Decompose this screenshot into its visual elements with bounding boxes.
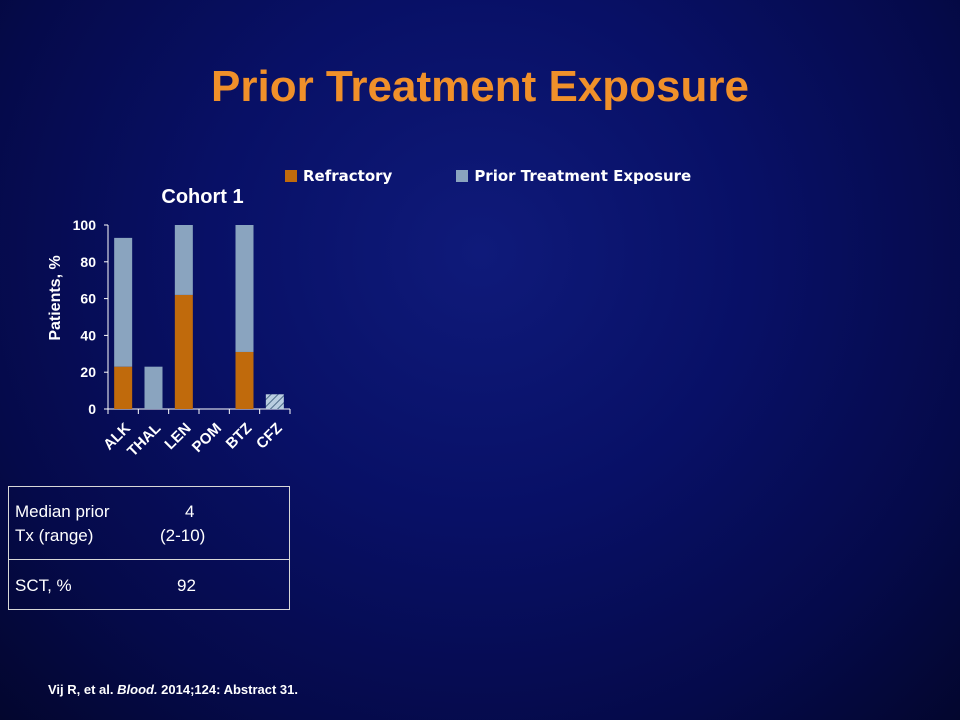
- chart-title: Cohort 1: [161, 186, 244, 208]
- y-axis: 0 20 40 60 80 100: [73, 217, 109, 417]
- median-label-line1: Median prior: [15, 502, 110, 521]
- sct-value: 92: [177, 576, 196, 595]
- bar-alk-refractory: [114, 366, 133, 409]
- y-tick-label: 40: [80, 327, 96, 343]
- x-tick-label: LEN: [161, 420, 194, 453]
- y-tick-label: 60: [80, 291, 96, 307]
- y-axis-title-group: Patients, %: [47, 255, 64, 340]
- x-tick-label: THAL: [124, 420, 164, 460]
- legend-item-refractory: Refractory: [285, 167, 392, 185]
- bar-alk-prior-exposure: [114, 237, 133, 367]
- bar-btz-refractory: [235, 351, 254, 409]
- bar-btz-prior-exposure: [235, 225, 254, 352]
- stats-table: Median prior Tx (range) 4 (2-10) SCT, % …: [8, 486, 290, 610]
- y-tick-label: 0: [88, 401, 96, 417]
- bar-len-prior-exposure: [174, 225, 193, 295]
- legend-item-prior-exposure: Prior Treatment Exposure: [456, 167, 691, 185]
- citation: Vij R, et al. Blood. 2014;124: Abstract …: [48, 682, 298, 697]
- stats-row-median: Median prior Tx (range) 4 (2-10): [9, 487, 289, 560]
- sct-label: SCT, %: [15, 576, 72, 595]
- bar-chart: Patients, % 0 20 40 60 80 100 ALKTHALLENPOMBT…: [47, 217, 291, 460]
- stats-row-sct: SCT, % 92: [9, 559, 289, 611]
- legend-swatch-prior-exposure: [456, 170, 469, 182]
- y-tick-label: 80: [80, 254, 96, 270]
- legend-label-prior-exposure: Prior Treatment Exposure: [474, 167, 692, 185]
- citation-details: 2014;124: Abstract 31.: [157, 682, 298, 697]
- bars: [114, 225, 284, 409]
- legend-swatch-refractory: [285, 170, 297, 182]
- y-axis-title: Patients, %: [47, 255, 64, 340]
- bar-thal-prior-exposure: [144, 366, 163, 409]
- x-tick-label: BTZ: [223, 420, 256, 453]
- legend-label-refractory: Refractory: [303, 167, 393, 185]
- median-label-line2: Tx (range): [15, 526, 94, 545]
- bar-len-refractory: [174, 294, 193, 409]
- slide-title: Prior Treatment Exposure: [211, 62, 749, 111]
- x-tick-label: POM: [189, 420, 225, 456]
- chart-legend: Refractory Prior Treatment Exposure: [285, 165, 691, 187]
- y-tick-label: 100: [73, 217, 97, 233]
- y-tick-label: 20: [80, 364, 96, 380]
- citation-authors: Vij R, et al.: [48, 682, 118, 697]
- citation-journal: Blood.: [117, 682, 158, 697]
- x-tick-label: CFZ: [253, 420, 286, 453]
- median-value: 4: [185, 502, 195, 521]
- bar-cfz-prior-exposure: [265, 394, 284, 409]
- median-range: (2-10): [160, 526, 206, 545]
